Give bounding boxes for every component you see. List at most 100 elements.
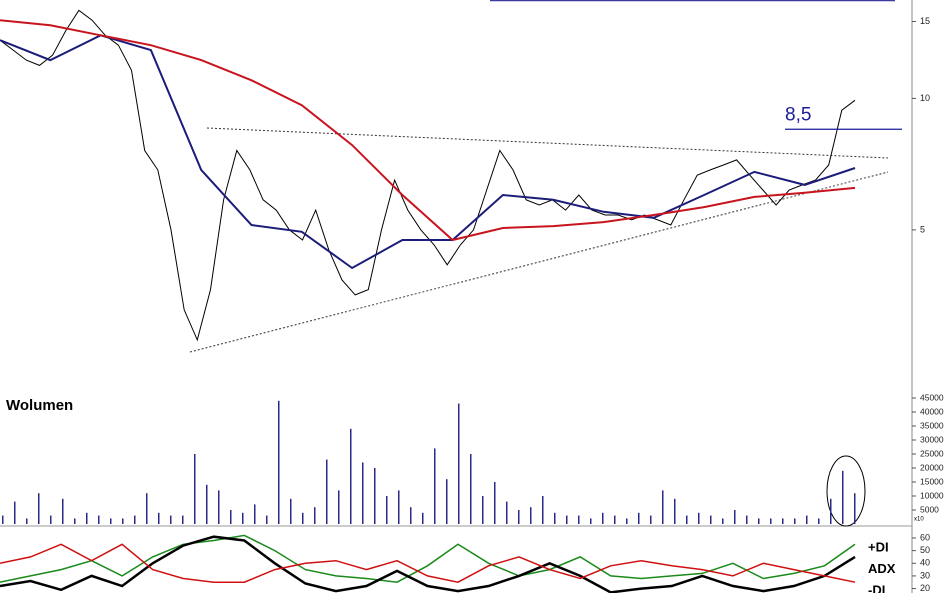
volume-bar [338,490,340,524]
trend-line [206,127,889,159]
volume-bar [158,512,160,524]
volume-bar [542,496,544,524]
volume-bar [254,504,256,524]
y-tick-label: 10 [920,93,930,103]
volume-bar [698,512,700,524]
y-tick-label: 40 [920,558,930,568]
volume-bar [626,518,628,524]
volume-bar [482,496,484,524]
legend-label: -DI [868,582,885,593]
volume-bar [86,512,88,524]
level-label: 8,5 [785,104,811,125]
volume-bar [410,507,412,524]
y-tick-label: 15000 [920,476,944,486]
volume-bar [314,507,316,524]
volume-bar [170,515,172,524]
y-tick-label: 25000 [920,448,944,458]
volume-bar [530,507,532,524]
volume-bar [110,518,112,524]
volume-bar [242,512,244,524]
volume-bar [218,490,220,524]
volume-bar [854,493,856,524]
volume-bar [194,454,196,524]
y-tick-label: 15 [920,16,930,26]
volume-bar [578,515,580,524]
series-line [0,534,856,583]
volume-bar [566,515,568,524]
volume-bar [374,468,376,524]
series-line [0,543,856,583]
volume-bar [182,515,184,524]
volume-bar [26,518,28,524]
volume-bar [98,515,100,524]
volume-bar [422,512,424,524]
volume-bar [782,518,784,524]
volume-bar [134,515,136,524]
y-tick-label: 5 [920,224,925,234]
volume-bar [818,518,820,524]
y-tick-label: 10000 [920,490,944,500]
volume-bar [686,515,688,524]
volume-bar [770,518,772,524]
volume-bar [74,518,76,524]
volume-bar [326,459,328,524]
volume-bar [842,470,844,524]
volume-bar [470,454,472,524]
volume-bar [662,490,664,524]
y-tick-label: 20000 [920,462,944,472]
series-line [0,535,856,593]
series-line [0,34,856,270]
volume-bar [14,501,16,524]
y-tick-label: 50 [920,545,930,555]
volume-bar [122,518,124,524]
volume-bar [206,484,208,524]
volume-bar [758,518,760,524]
volume-bar [602,512,604,524]
volume-bar [146,493,148,524]
volume-bar [746,515,748,524]
y-tick-label: 20 [920,583,930,593]
volume-bar [386,496,388,524]
y-tick-label: 30 [920,570,930,580]
volume-bar [50,515,52,524]
volume-bar [446,479,448,524]
volume-bar [614,515,616,524]
unit-label: x10 [914,517,924,523]
legend-label: ADX [868,561,896,576]
y-tick-label: 30000 [920,434,944,444]
y-tick-label: 60 [920,532,930,542]
volume-bar [278,400,280,524]
volume-bar [734,510,736,524]
volume-bar [230,510,232,524]
volume-bar [638,512,640,524]
volume-bar [506,501,508,524]
volume-bar [794,518,796,524]
volume-bar [2,515,4,524]
trend-line [189,171,889,353]
volume-bar [434,448,436,524]
volume-bar [362,462,364,524]
volume-bar [806,515,808,524]
volume-bar [722,518,724,524]
volume-bar [350,428,352,524]
y-tick-label: 40000 [920,406,944,416]
volume-bar [398,490,400,524]
volume-bar [590,518,592,524]
volume-bar [674,498,676,524]
series-line [0,19,856,242]
volume-bar [62,498,64,524]
legend-label: +DI [868,539,889,554]
volume-bar [710,515,712,524]
y-tick-label: 5000 [920,504,939,514]
highlight-ellipse [826,455,866,527]
series-line [0,9,856,342]
volume-bar [830,498,832,524]
volume-bar [302,512,304,524]
volume-bar [38,493,40,524]
volume-bar [458,403,460,524]
volume-bar [266,515,268,524]
volume-bar [518,510,520,524]
y-tick-label: 35000 [920,420,944,430]
volume-bar [650,515,652,524]
volume-bar [494,482,496,524]
